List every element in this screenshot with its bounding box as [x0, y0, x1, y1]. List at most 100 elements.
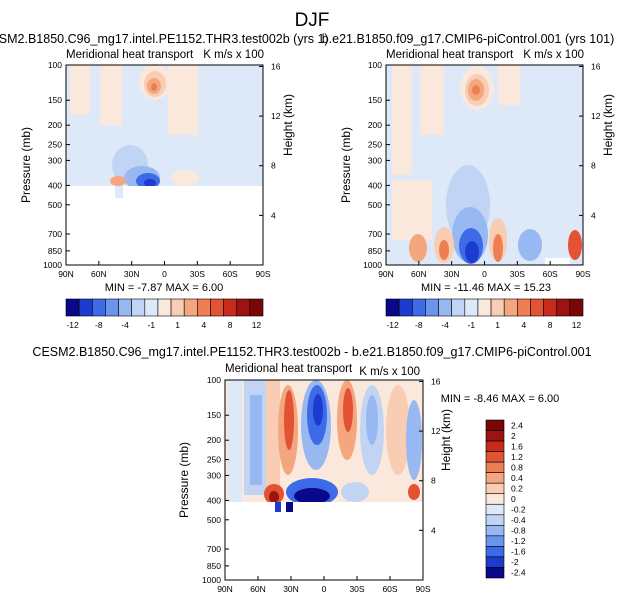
panel-1-subtitle-right: K m/s x 100	[203, 49, 264, 61]
panel-1-field	[66, 64, 263, 265]
panel-3-positive-core	[269, 491, 279, 503]
y-tick-label: 700	[48, 229, 62, 239]
panel-3-negative-band	[366, 395, 378, 445]
colorbar-label: 12	[252, 320, 262, 330]
x-tick-label: 60N	[411, 269, 427, 279]
x-tick-label: 60S	[223, 269, 238, 279]
colorbar-swatch	[485, 535, 505, 547]
panel-1-ylabel: Pressure (mb)	[19, 127, 33, 203]
colorbar-swatch	[197, 298, 211, 317]
colorbar-label: 1	[175, 320, 180, 330]
colorbar-swatch	[91, 298, 106, 317]
colorbar-swatch	[398, 298, 413, 317]
right-tick-label: 4	[271, 210, 276, 220]
colorbar-label: 4	[522, 320, 527, 330]
panel-3-stats: MIN = -8.46 MAX = 6.00	[441, 393, 560, 405]
y-tick-label: 100	[207, 375, 221, 385]
x-tick-label: 90N	[217, 584, 233, 594]
y-tick-label: 700	[368, 229, 382, 239]
panel-2-ylabel: Pressure (mb)	[339, 127, 353, 203]
colorbar-swatch	[210, 298, 224, 317]
panel-1-terrain-notch	[115, 186, 123, 198]
panel-1-terrain-mask	[66, 186, 263, 265]
x-tick-label: 30N	[444, 269, 460, 279]
y-tick-label: 150	[207, 410, 221, 420]
x-tick-label: 30N	[124, 269, 140, 279]
panel-3-positive-core	[284, 390, 294, 450]
panel-3-subtitle-right: K m/s x 100	[359, 366, 420, 378]
colorbar-label: 1.2	[511, 452, 523, 462]
panel-2-title: b.e21.B1850.f09_g17.CMIP6-piControl.001 …	[322, 32, 615, 46]
panel-1-positive-region	[171, 170, 199, 186]
panel-2-positive-core	[493, 234, 503, 262]
colorbar-label: -4	[121, 320, 129, 330]
y-tick-label: 400	[207, 495, 221, 505]
colorbar-swatch	[485, 461, 505, 473]
colorbar-label: -2	[511, 557, 519, 567]
panel-2-subtitle-right: K m/s x 100	[523, 49, 584, 61]
panel-3-title: CESM2.B1850.C96_mg17.intel.PE1152.THR3.t…	[32, 345, 591, 359]
colorbar-label: -0.8	[511, 526, 526, 536]
y-tick-label: 200	[368, 120, 382, 130]
panel-1-positive-region	[70, 65, 90, 115]
colorbar-swatch	[543, 298, 558, 317]
y-tick-label: 400	[48, 180, 62, 190]
colorbar-swatch	[425, 298, 439, 317]
y-tick-label: 500	[207, 515, 221, 525]
panel-2-negative-region	[518, 229, 542, 261]
colorbar-label: -1	[148, 320, 156, 330]
panel-3-negative-core	[313, 394, 323, 426]
y-tick-label: 850	[48, 246, 62, 256]
panel-1-subtitle-left: Meridional heat transport	[66, 49, 194, 61]
colorbar-label: -2.4	[511, 568, 526, 578]
right-tick-label: 4	[431, 525, 436, 535]
panel-2-positive-core	[568, 230, 582, 260]
panel-2-positive-region	[420, 65, 444, 135]
right-tick-label: 8	[271, 161, 276, 171]
colorbar-label: 0	[511, 494, 516, 504]
colorbar-swatch	[144, 298, 159, 317]
panel-2-subtitle-left: Meridional heat transport	[386, 49, 514, 61]
y-tick-label: 1000	[202, 575, 221, 585]
right-tick-label: 12	[431, 426, 441, 436]
y-tick-label: 850	[368, 246, 382, 256]
panel-3-subtitle-left: Meridional heat transport	[225, 363, 353, 375]
panel-3: CESM2.B1850.C96_mg17.intel.PE1152.THR3.t…	[32, 345, 591, 594]
colorbar-swatch	[485, 430, 505, 442]
panel-1-positive-region	[100, 65, 122, 125]
y-tick-label: 300	[207, 470, 221, 480]
y-tick-label: 1000	[43, 260, 62, 270]
colorbar-label: -1	[468, 320, 476, 330]
x-tick-label: 60S	[382, 584, 397, 594]
colorbar-swatch	[411, 298, 426, 317]
colorbar-label: -1.6	[511, 547, 526, 557]
colorbar-label: 12	[572, 320, 582, 330]
colorbar-swatch	[485, 514, 505, 526]
panel-1-negative-core	[144, 179, 156, 187]
y-tick-label: 400	[368, 180, 382, 190]
panel-3-colorbar: 2.421.61.20.80.40.20-0.2-0.4-0.8-1.2-1.6…	[485, 419, 526, 579]
page-title: DJF	[295, 10, 330, 31]
x-tick-label: 0	[482, 269, 487, 279]
colorbar-swatch	[517, 298, 531, 317]
colorbar-swatch	[485, 493, 505, 505]
x-tick-label: 90S	[255, 269, 270, 279]
colorbar-swatch	[157, 298, 172, 317]
y-tick-label: 1000	[363, 260, 382, 270]
colorbar-label: -12	[386, 320, 399, 330]
colorbar-label: 1.6	[511, 441, 523, 451]
panel-2-stats: MIN = -11.46 MAX = 15.23	[421, 282, 551, 294]
panel-1-positive-region	[168, 65, 198, 135]
colorbar-swatch	[385, 298, 400, 317]
x-tick-label: 60N	[91, 269, 107, 279]
colorbar-swatch	[485, 472, 505, 484]
panel-2-positive-region	[409, 234, 427, 262]
right-tick-label: 8	[591, 161, 596, 171]
panel-3-ylabel-right: Height (km)	[439, 409, 453, 471]
right-tick-label: 16	[431, 376, 441, 386]
colorbar-swatch	[530, 298, 544, 317]
colorbar-label: 0.4	[511, 473, 523, 483]
y-tick-label: 250	[368, 140, 382, 150]
y-tick-label: 850	[207, 561, 221, 571]
